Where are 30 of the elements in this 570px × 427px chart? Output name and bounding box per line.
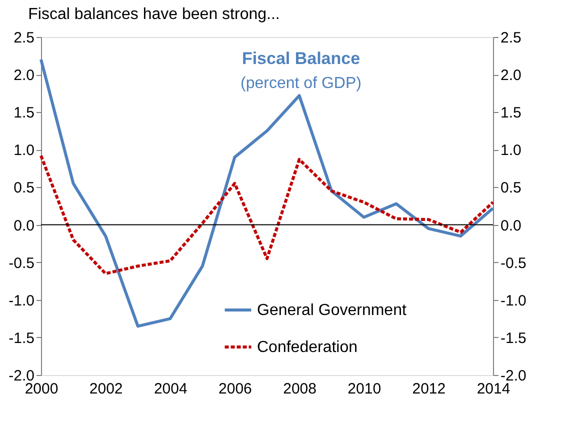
y-tick-label: -1.5	[8, 330, 34, 347]
x-tick-label: 2010	[348, 380, 382, 398]
y-tick-label: 2.5	[14, 30, 34, 46]
x-tick-label: 2004	[154, 380, 188, 398]
y-tick-label: 1.0	[14, 142, 34, 160]
y-tick-label: 2.0	[14, 67, 34, 84]
legend-label: Confederation	[257, 339, 358, 356]
y-tick-label: 0.5	[14, 180, 34, 197]
x-tick-label: 2002	[89, 380, 123, 398]
annotation: (percent of GDP)	[240, 75, 362, 92]
y2-tick-label: 1.5	[500, 104, 522, 122]
y-tick-label: 0.0	[14, 217, 34, 234]
y2-tick-label: 2.5	[500, 30, 522, 46]
line-series	[40, 154, 494, 276]
y-tick-label: -1.0	[8, 292, 34, 310]
x-tick-label: 2012	[412, 380, 446, 398]
y2-tick-label: -1.5	[500, 330, 526, 347]
x-tick-label: 2008	[283, 380, 316, 398]
annotation: Fiscal Balance	[242, 49, 360, 68]
y2-tick-label: 0.0	[500, 217, 522, 234]
y-tick-label: -0.5	[8, 254, 34, 272]
y2-tick-label: 2.0	[500, 67, 522, 84]
x-tick-label: 2006	[218, 380, 252, 398]
y2-tick-label: 1.0	[500, 142, 522, 160]
y2-tick-label: 0.5	[500, 180, 522, 197]
y2-tick-label: -1.0	[500, 292, 526, 310]
chart-title: Fiscal balances have been strong...	[28, 6, 280, 23]
legend-label: General Government	[257, 302, 407, 319]
y2-tick-label: -0.5	[500, 254, 526, 272]
y-tick-label: 1.5	[14, 104, 34, 122]
